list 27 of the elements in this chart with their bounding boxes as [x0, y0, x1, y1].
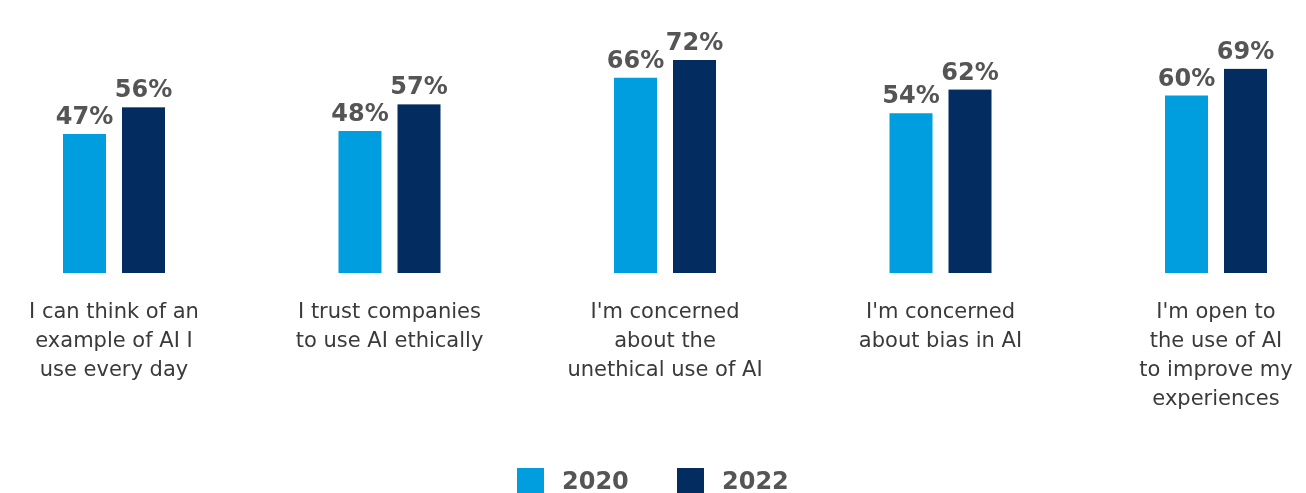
data-label: 57%	[390, 72, 448, 101]
x-tick-label: I trust companies to use AI ethically	[295, 299, 484, 352]
data-label: 72%	[665, 28, 724, 56]
data-label: 69%	[1216, 36, 1275, 65]
bar	[614, 77, 657, 273]
data-label: 56%	[114, 75, 173, 104]
bar	[122, 107, 165, 273]
bar	[1224, 68, 1267, 273]
bar	[63, 133, 106, 273]
x-tick-label: I'm concerned about the unethical use of AI	[567, 299, 763, 381]
bar	[338, 131, 382, 273]
bar	[673, 60, 716, 273]
data-label: 48%	[331, 99, 389, 127]
bar	[948, 89, 992, 273]
data-label: 47%	[55, 101, 114, 130]
x-tick-label: I'm concerned about bias in AI	[858, 299, 1023, 352]
legend-label: 2020	[562, 467, 629, 493]
data-label: 66%	[606, 45, 665, 74]
data-label: 60%	[1157, 63, 1216, 92]
x-tick-label: I'm open to the use of AI to improve my experiences	[1139, 299, 1293, 410]
data-label: 54%	[882, 81, 940, 110]
data-label: 62%	[941, 57, 999, 86]
x-tick-label: I can think of an example of AI I use every day	[29, 299, 199, 381]
bar	[1165, 95, 1208, 273]
legend-label: 2022	[722, 467, 789, 493]
bar	[889, 113, 933, 273]
bar	[397, 104, 441, 273]
